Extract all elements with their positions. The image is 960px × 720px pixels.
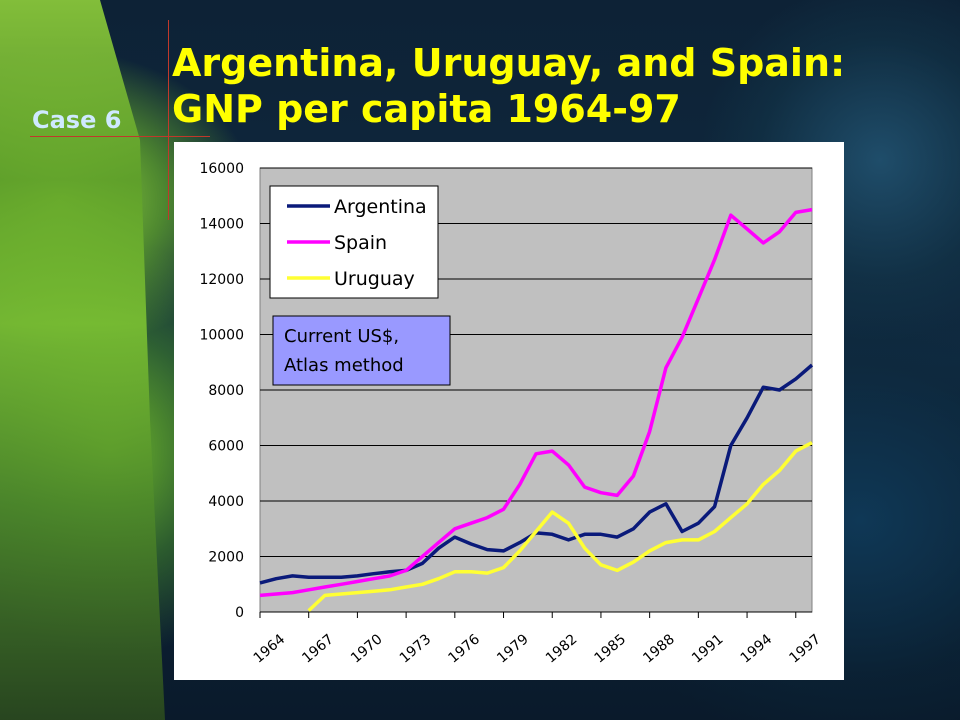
x-tick-label: 1991 (689, 631, 727, 666)
x-tick-label: 1985 (592, 631, 630, 666)
x-tick-label: 1979 (494, 631, 532, 666)
y-tick-label: 2000 (208, 550, 244, 566)
x-tick-label: 1994 (738, 631, 776, 666)
y-tick-label: 14000 (199, 217, 244, 233)
series-line-spain (259, 207, 813, 598)
x-tick-label: 1988 (640, 631, 678, 666)
legend: Argentina Spain Uruguay (269, 185, 439, 299)
x-tick-label: 1967 (299, 631, 337, 666)
series-line-uruguay (307, 441, 813, 612)
y-tick-label: 12000 (199, 272, 244, 288)
y-tick-label: 0 (235, 605, 244, 621)
x-tick-label: 1982 (543, 631, 581, 666)
y-tick-label: 4000 (208, 494, 244, 510)
decorative-vertical-line (168, 20, 169, 220)
annotation-box: Current US$, Atlas method (272, 315, 451, 386)
y-tick-label: 6000 (208, 439, 244, 455)
legend-label-uruguay: Uruguay (334, 268, 415, 290)
y-tick-label: 8000 (208, 383, 244, 399)
gnp-line-chart: 0 2000 4000 6000 8000 10000 12000 14000 16000 19… (199, 161, 824, 667)
title-line-2: GNP per capita 1964-97 (172, 87, 681, 131)
annotation-line-1: Current US$, (284, 326, 399, 347)
annotation-background (272, 315, 451, 386)
legend-label-argentina: Argentina (334, 196, 427, 218)
y-tick-label: 10000 (199, 328, 244, 344)
y-axis: 0 2000 4000 6000 8000 10000 12000 14000 16000 (199, 161, 244, 621)
y-tick-label: 16000 (199, 161, 244, 177)
series-lines (259, 207, 814, 612)
x-tick-label: 1973 (397, 631, 435, 666)
title-line-1: Argentina, Uruguay, and Spain: (172, 41, 846, 85)
decorative-horizontal-line (30, 136, 210, 137)
case-label: Case 6 (32, 106, 122, 134)
x-tick-label: 1976 (445, 631, 483, 666)
x-tick-label: 1970 (348, 631, 386, 666)
chart-container: 0 2000 4000 6000 8000 10000 12000 14000 16000 19… (174, 142, 844, 680)
legend-label-spain: Spain (334, 232, 387, 254)
annotation-line-2: Atlas method (284, 355, 404, 376)
x-tick-label: 1997 (786, 631, 824, 666)
x-tick-label: 1964 (251, 631, 289, 666)
x-axis: 1964 1967 1970 1973 1976 1979 1982 1985 1988 1991… (251, 612, 824, 667)
slide-title: Argentina, Uruguay, and Spain: GNP per c… (172, 40, 845, 132)
